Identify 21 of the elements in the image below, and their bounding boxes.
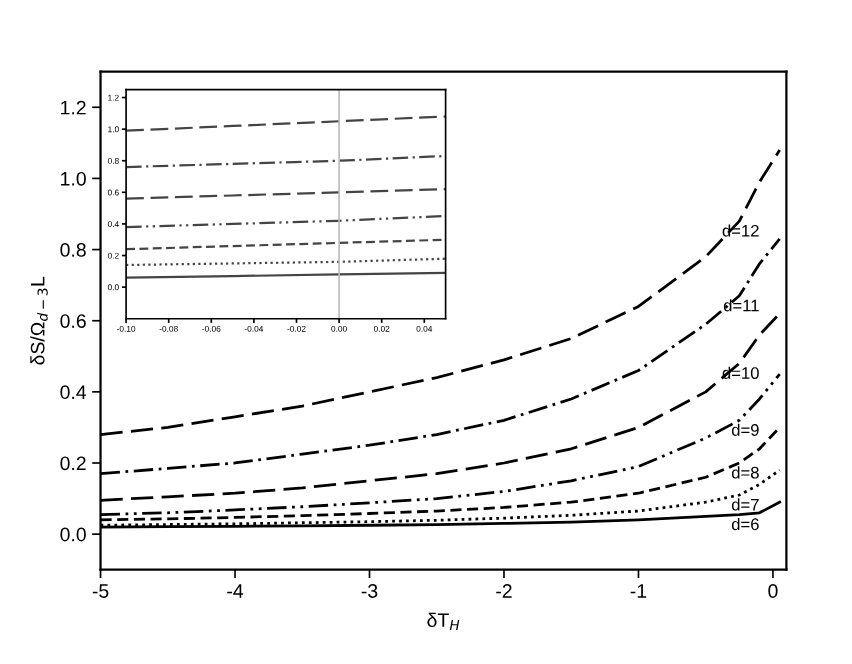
x-tick-label: -5 (92, 584, 109, 598)
x-axis-title: δT$_{H}$ (427, 612, 460, 631)
series-label: d=11 (723, 299, 759, 312)
y-tick-label: 1.0 (61, 171, 86, 186)
x-tick-label: -2 (496, 584, 512, 598)
x-tick-label: 0 (768, 584, 778, 598)
y-tick-label: 0.2 (60, 456, 86, 471)
x-tick-label: -1 (630, 584, 647, 598)
y-tick-label: 0.4 (60, 385, 87, 400)
series-label: d=12 (722, 224, 759, 237)
x-tick-label: -4 (227, 584, 244, 598)
series-label: d=6 (731, 517, 759, 531)
y-tick-label: 0.0 (60, 527, 86, 542)
series-label: d=9 (731, 423, 759, 436)
series-label: d=7 (731, 498, 759, 511)
y-tick-label: 0.8 (60, 243, 86, 257)
y-tick-label: 1.2 (61, 100, 86, 115)
y-axis-title: δS/Ω$_{d−3}$L (30, 276, 48, 365)
series-label: d=8 (731, 466, 759, 479)
x-tick-label: -3 (361, 584, 378, 598)
y-tick-label: 0.6 (60, 314, 86, 328)
